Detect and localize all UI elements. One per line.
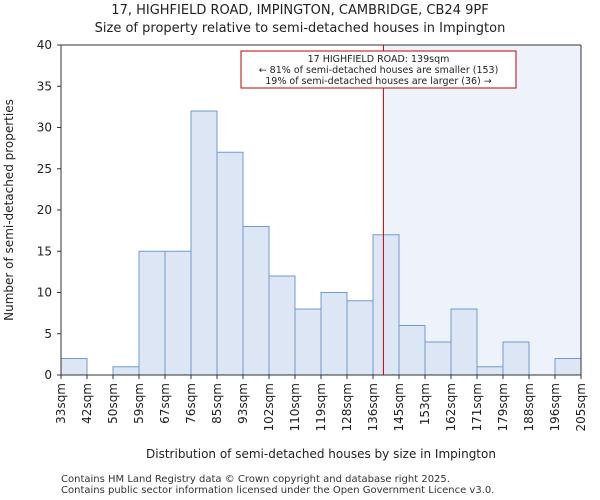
y-tick-label: 25 bbox=[37, 162, 52, 176]
x-tick-label: 85sqm bbox=[210, 383, 224, 424]
annotation-line-2: ← 81% of semi-detached houses are smalle… bbox=[259, 65, 499, 76]
bar bbox=[190, 110, 218, 376]
bar bbox=[398, 325, 426, 376]
footer-licence: Contains public sector information licen… bbox=[61, 485, 495, 496]
bar bbox=[112, 366, 140, 376]
y-tick-label: 20 bbox=[37, 203, 52, 217]
x-tick-label: 136sqm bbox=[366, 383, 380, 431]
y-tick-label: 15 bbox=[37, 244, 52, 258]
x-tick-label: 128sqm bbox=[340, 383, 354, 431]
bar bbox=[60, 358, 88, 376]
bar bbox=[450, 308, 478, 376]
annotation-box bbox=[240, 50, 517, 89]
chart-subtitle: Size of property relative to semi-detach… bbox=[94, 21, 506, 36]
x-tick-label: 205sqm bbox=[574, 383, 588, 431]
bar bbox=[138, 250, 166, 376]
x-tick-label: 196sqm bbox=[548, 383, 562, 431]
bar bbox=[476, 366, 504, 376]
x-axis-label: Distribution of semi-detached houses by … bbox=[146, 447, 496, 461]
bar bbox=[372, 234, 400, 376]
bar bbox=[346, 300, 374, 376]
larger-region-shade bbox=[383, 45, 581, 375]
x-tick-label: 110sqm bbox=[288, 383, 302, 431]
x-tick-label: 67sqm bbox=[158, 383, 172, 424]
bar bbox=[216, 151, 244, 376]
y-tick-label: 40 bbox=[37, 38, 52, 52]
bar bbox=[320, 292, 348, 376]
x-tick-label: 93sqm bbox=[236, 383, 250, 424]
bar bbox=[242, 226, 270, 376]
bar bbox=[554, 358, 582, 376]
x-tick-label: 179sqm bbox=[496, 383, 510, 431]
x-tick-label: 102sqm bbox=[262, 383, 276, 431]
bar bbox=[424, 341, 452, 376]
annotation-line-3: 19% of semi-detached houses are larger (… bbox=[265, 76, 492, 87]
annotation-line-1: 17 HIGHFIELD ROAD: 139sqm bbox=[308, 54, 450, 65]
x-tick-label: 42sqm bbox=[80, 383, 94, 424]
y-tick-label: 35 bbox=[37, 79, 52, 93]
x-tick-label: 188sqm bbox=[522, 383, 536, 431]
y-tick-label: 5 bbox=[44, 327, 52, 341]
footer-copyright: Contains HM Land Registry data © Crown c… bbox=[61, 474, 450, 485]
x-tick-label: 171sqm bbox=[470, 383, 484, 431]
x-tick-label: 33sqm bbox=[54, 383, 68, 424]
bar bbox=[164, 250, 192, 376]
y-tick-label: 0 bbox=[44, 368, 52, 382]
x-tick-label: 162sqm bbox=[444, 383, 458, 431]
x-tick-label: 59sqm bbox=[132, 383, 146, 424]
x-tick-label: 50sqm bbox=[106, 383, 120, 424]
x-tick-label: 153qm bbox=[418, 383, 432, 425]
y-tick-label: 30 bbox=[37, 121, 52, 135]
y-axis-label: Number of semi-detached properties bbox=[2, 99, 16, 321]
bar bbox=[502, 341, 530, 376]
x-tick-label: 145sqm bbox=[392, 383, 406, 431]
x-tick-label: 76sqm bbox=[184, 383, 198, 424]
y-tick-label: 10 bbox=[37, 286, 52, 300]
x-tick-label: 119sqm bbox=[314, 383, 328, 431]
bar bbox=[268, 275, 296, 376]
chart-title: 17, HIGHFIELD ROAD, IMPINGTON, CAMBRIDGE… bbox=[111, 3, 489, 18]
bar bbox=[294, 308, 322, 376]
